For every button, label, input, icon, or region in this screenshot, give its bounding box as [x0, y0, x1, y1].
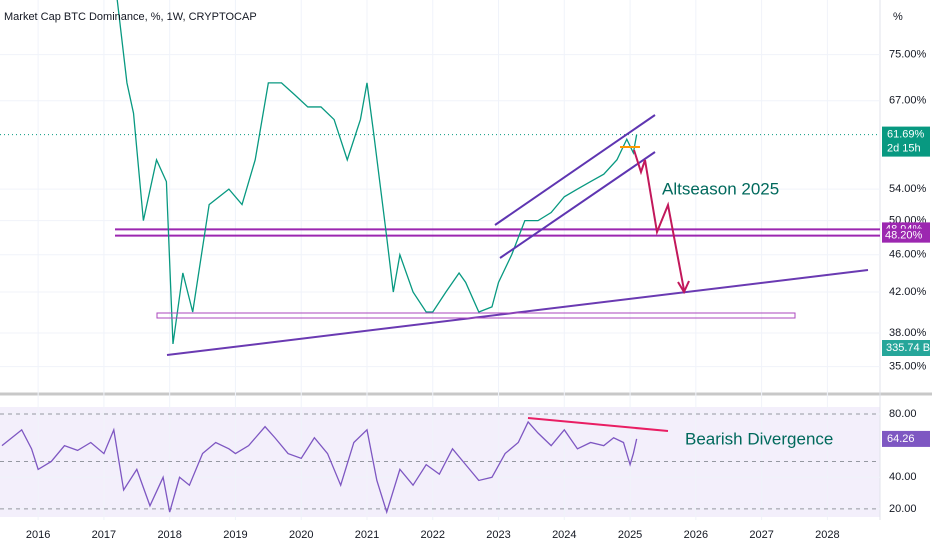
- y-tick-label: 75.00%: [889, 49, 927, 61]
- y-tick-label: 40.00: [889, 471, 917, 483]
- drawings: [156, 114, 869, 432]
- annotation: Altseason 2025: [662, 179, 779, 198]
- countdown: 2d 15h: [887, 143, 921, 155]
- x-tick-label: 2028: [815, 529, 839, 541]
- x-tick-label: 2020: [289, 529, 313, 541]
- volume-tag: [882, 340, 930, 356]
- last-label: 61.69%: [887, 129, 925, 141]
- channel-top: [494, 114, 656, 226]
- support-zone: [156, 312, 796, 319]
- series-line: [1, 420, 638, 515]
- level-label: 48.20%: [885, 230, 923, 242]
- projection-arrow: [633, 149, 685, 291]
- y-tick-label: 38.00%: [889, 327, 927, 339]
- y-tick-label: 80.00: [889, 408, 917, 420]
- y-tick-label: 35.00%: [889, 361, 927, 373]
- x-tick-label: 2024: [552, 529, 576, 541]
- level-tag: [882, 228, 930, 243]
- volume-label: 335.74 B: [886, 342, 930, 354]
- divergence-line: [527, 417, 669, 432]
- channel-bottom: [499, 151, 656, 259]
- last-tag: [882, 126, 930, 157]
- y-tick-label: 20.00: [889, 503, 917, 515]
- x-tick-label: 2023: [486, 529, 510, 541]
- series-line: [116, 0, 638, 345]
- last-label: 64.26: [887, 433, 915, 445]
- x-tick-label: 2022: [421, 529, 445, 541]
- x-tick-label: 2016: [26, 529, 50, 541]
- y-tick-label: 54.00%: [889, 183, 927, 195]
- arrow-head: [677, 280, 690, 295]
- x-tick-label: 2018: [157, 529, 181, 541]
- x-tick-label: 2019: [223, 529, 247, 541]
- unit-label: %: [893, 11, 903, 23]
- y-tick-label: 42.00%: [889, 286, 927, 298]
- chart-title: Market Cap BTC Dominance, %, 1W, CRYPTOC…: [4, 11, 257, 23]
- x-tick-label: 2027: [749, 529, 773, 541]
- annotation: Bearish Divergence: [685, 429, 833, 448]
- x-tick-label: 2021: [355, 529, 379, 541]
- y-tick-label: 46.00%: [889, 249, 927, 261]
- x-tick-label: 2025: [618, 529, 642, 541]
- x-tick-label: 2017: [92, 529, 116, 541]
- rsi-band: [0, 407, 880, 517]
- x-tick-label: 2026: [684, 529, 708, 541]
- last-tag: [882, 430, 930, 447]
- y-tick-label: 67.00%: [889, 95, 927, 107]
